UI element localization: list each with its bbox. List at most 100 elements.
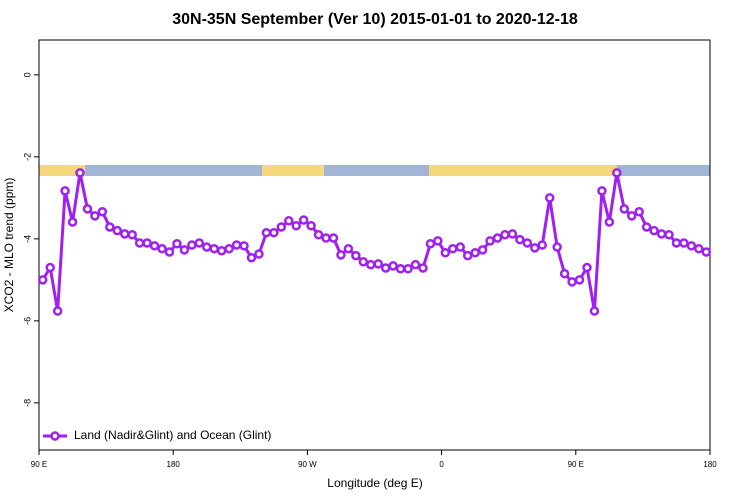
x-tick-label: 0 [439,460,444,469]
data-point [694,243,704,254]
data-point [574,275,585,285]
data-point [224,243,234,254]
data-point [679,238,689,248]
data-point [544,193,555,203]
data-point [90,211,100,221]
data-point [507,229,518,239]
data-point [612,168,622,178]
data-point [202,242,212,252]
data-point [634,207,644,217]
data-point [37,275,48,285]
data-point [552,242,562,252]
data-point [559,268,570,279]
data-point [75,168,85,178]
data-point [209,243,219,254]
x-tick-label: 90 E [31,460,47,469]
data-point [425,239,436,249]
data-point [671,238,682,248]
data-point [246,252,257,263]
data-point [343,243,354,254]
x-tick-label: 180 [703,460,717,469]
data-point [119,229,130,239]
data-point [172,239,182,249]
x-tick-label: 180 [167,460,181,469]
data-point [269,227,279,238]
data-point [336,250,346,260]
data-point [194,238,205,248]
data-point [418,263,428,273]
data-point [567,277,577,287]
data-point [313,230,324,240]
data-point [455,242,465,252]
data-point [477,245,488,255]
data-point [157,243,167,254]
data-point [149,241,160,251]
data-point [254,249,264,259]
y-tick-label: -4 [22,235,32,243]
data-point [388,261,398,271]
data-point [291,220,301,231]
data-point [470,248,480,258]
chart-title: 30N-35N September (Ver 10) 2015-01-01 to… [172,11,578,28]
data-point [530,243,540,253]
legend-marker [50,431,60,441]
data-point [686,241,697,251]
y-tick-label: 0 [22,72,32,77]
data-point [619,204,630,214]
data-point [597,186,607,196]
data-point [298,215,309,225]
data-point [485,236,495,246]
data-point [97,207,108,217]
data-point [448,243,458,254]
data-point [582,262,592,273]
data-point [216,245,227,256]
data-point [492,233,503,243]
data-point [462,250,473,261]
x-tick-label: 90 E [568,460,584,469]
data-point [373,259,383,269]
data-point [380,263,391,273]
data-point [410,259,421,270]
data-point [105,222,115,232]
data-point [537,240,547,250]
y-axis-label: XCO2 - MLO trend (ppm) [2,178,16,313]
data-point [604,217,615,227]
data-point [231,240,242,250]
data-point [127,230,137,240]
data-point [328,233,339,243]
data-point [306,220,316,231]
data-point [164,247,175,257]
data-point [515,234,525,245]
data-point [701,247,712,257]
data-point [67,217,78,227]
data-point [52,306,63,316]
data-point [261,227,272,238]
y-tick-label: -6 [22,317,32,325]
data-point [239,241,249,251]
data-point [626,211,637,221]
data-point [641,222,652,232]
data-point [142,238,152,248]
data-point [60,186,70,196]
y-tick-label: -2 [22,153,32,161]
data-point [358,257,369,267]
data-point [284,216,294,226]
data-point [433,236,443,246]
data-point [395,264,406,274]
data-point [321,233,331,243]
data-point [403,264,413,274]
data-point [664,230,674,240]
data-point [187,240,197,250]
x-tick-label: 90 W [298,460,317,469]
data-point [112,225,123,236]
x-axis-label: Longitude (deg E) [327,476,422,490]
data-point [440,248,451,258]
data-point [351,250,361,261]
data-point [276,222,287,232]
data-point [589,306,600,316]
data-point [179,245,190,255]
data-point [82,204,93,214]
plot-frame [38,39,711,451]
data-point [134,238,145,248]
